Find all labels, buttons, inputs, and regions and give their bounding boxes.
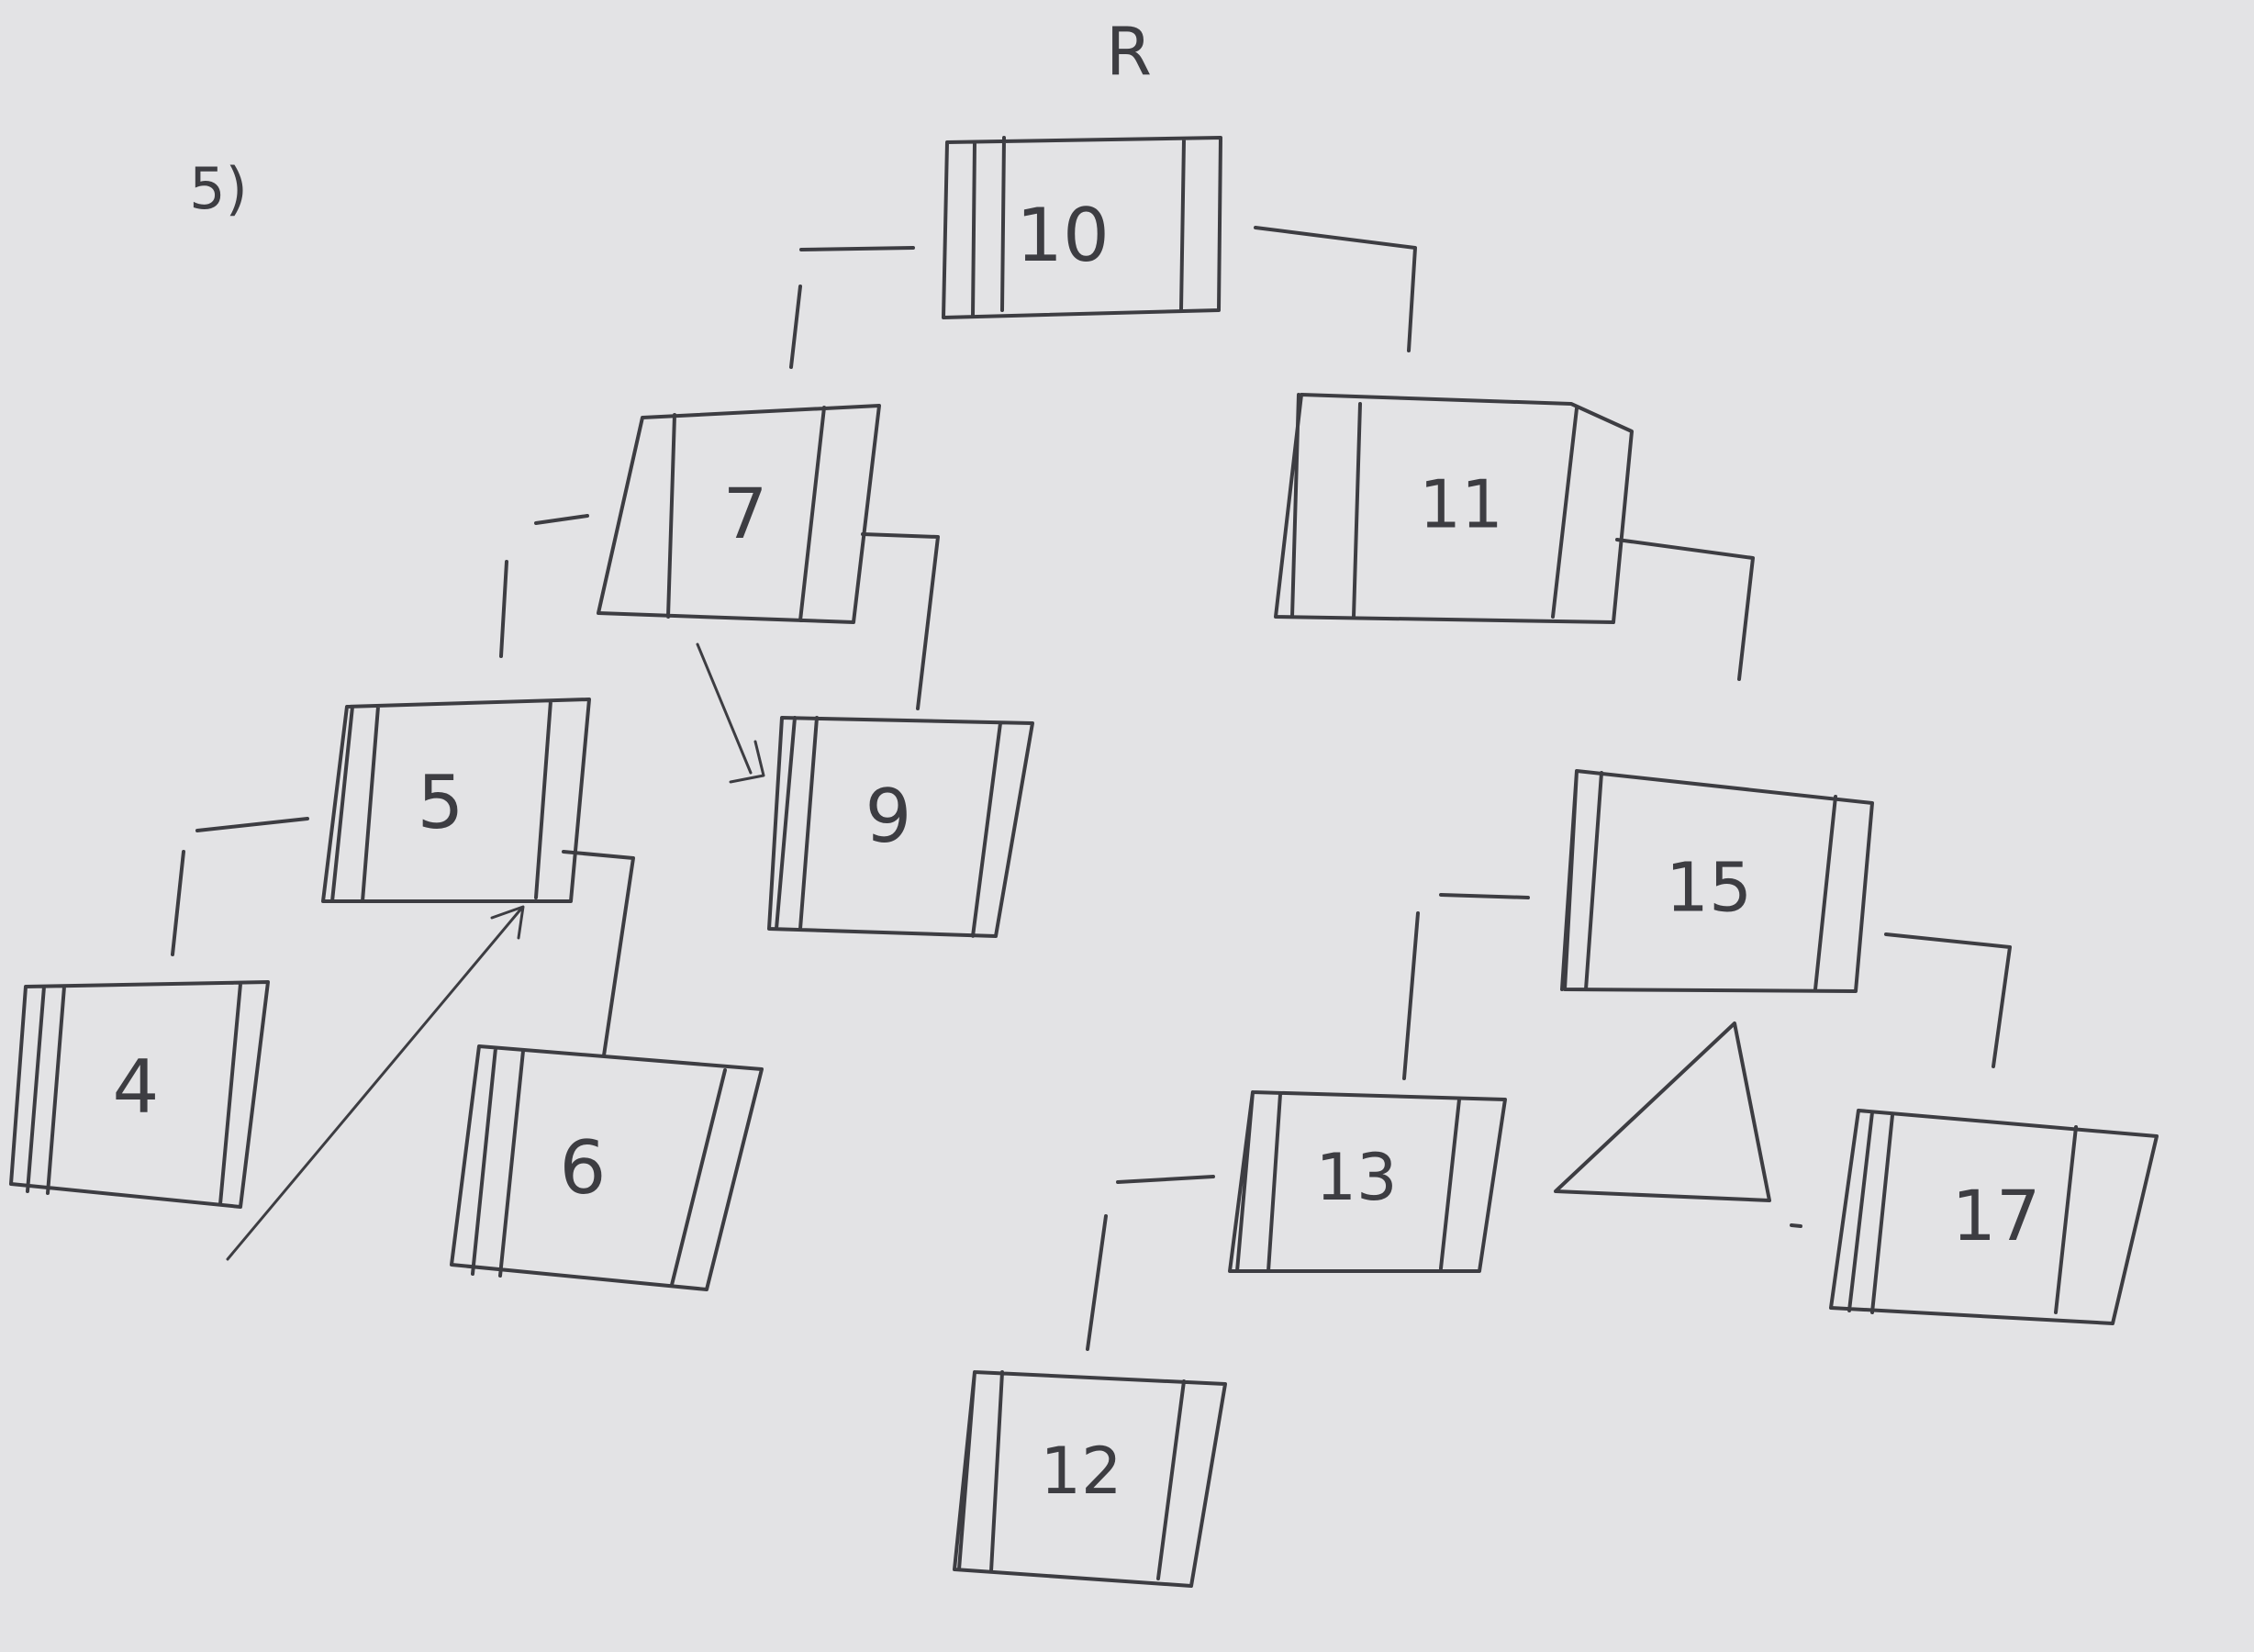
thread-arrow-4-to-5 bbox=[226, 905, 525, 1261]
triangle-marker bbox=[1554, 1021, 1771, 1202]
edge-10-11 bbox=[1254, 226, 1417, 352]
node-box bbox=[942, 136, 1222, 319]
node-key-label: 17 bbox=[1952, 1175, 2041, 1256]
node-key-label: 4 bbox=[113, 1044, 160, 1130]
node-key-label: 5 bbox=[418, 760, 464, 845]
node-key-label: 13 bbox=[1315, 1140, 1397, 1215]
tree-node: 4 bbox=[9, 980, 270, 1209]
node-box bbox=[450, 1044, 764, 1291]
edge-15-17 bbox=[1884, 932, 2012, 1068]
node-key-label: 12 bbox=[1040, 1434, 1121, 1509]
tree-node: 11 bbox=[1274, 393, 1634, 624]
node-box bbox=[1829, 1109, 2159, 1325]
node-box bbox=[1560, 769, 1874, 993]
tree-node: 7 bbox=[597, 404, 881, 624]
tree-node: 15 bbox=[1560, 769, 1874, 993]
edge-11-15 bbox=[1615, 538, 1755, 681]
tree-node: 10 bbox=[942, 136, 1222, 319]
node-box bbox=[953, 1370, 1227, 1588]
node-box bbox=[321, 698, 591, 903]
node-key-label: 10 bbox=[1016, 193, 1110, 278]
tree-node: 13 bbox=[1228, 1090, 1507, 1273]
node-box bbox=[767, 716, 1034, 938]
edge-13-12 bbox=[1086, 1175, 1215, 1351]
edge-5-6 bbox=[562, 850, 635, 1057]
node-key-label: 6 bbox=[560, 1125, 607, 1211]
problem-number-label: 5) bbox=[189, 155, 248, 222]
edge-stub-17 bbox=[1790, 1223, 1802, 1228]
edge-10-7 bbox=[789, 246, 915, 369]
edge-15-13 bbox=[1402, 893, 1530, 1080]
tree-node: 17 bbox=[1829, 1109, 2159, 1325]
thread-arrow-7-to-9 bbox=[696, 642, 765, 784]
tree-edges bbox=[171, 226, 2012, 1351]
node-box bbox=[597, 404, 881, 624]
edge-5-4 bbox=[171, 817, 309, 956]
tree-node: 9 bbox=[767, 716, 1034, 938]
node-box bbox=[1274, 393, 1634, 624]
tree-nodes: 10 7 11 5 9 4 6 bbox=[9, 136, 2159, 1588]
node-key-label: 7 bbox=[723, 473, 767, 554]
node-key-label: 15 bbox=[1666, 849, 1752, 928]
node-key-label: 9 bbox=[865, 774, 912, 859]
node-box bbox=[9, 980, 270, 1209]
edge-7-5 bbox=[499, 514, 589, 658]
root-marker-label: R bbox=[1106, 14, 1152, 91]
edge-7-9 bbox=[861, 532, 940, 710]
tree-node: 12 bbox=[953, 1370, 1227, 1588]
tree-node: 5 bbox=[321, 698, 591, 903]
node-key-label: 11 bbox=[1419, 466, 1503, 543]
tree-node: 6 bbox=[450, 1044, 764, 1291]
node-box bbox=[1228, 1090, 1507, 1273]
